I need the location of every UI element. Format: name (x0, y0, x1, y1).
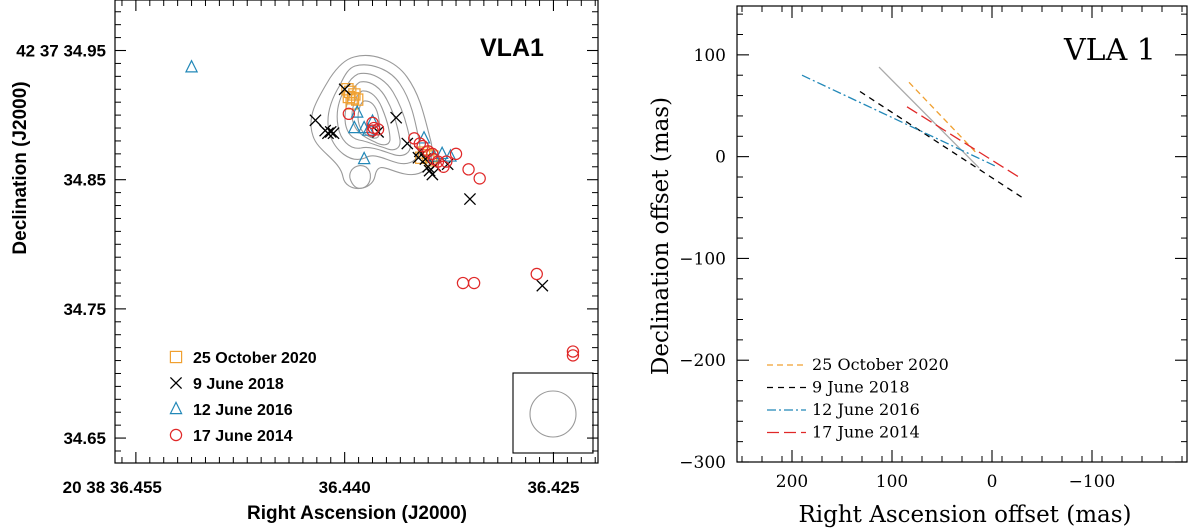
marker-9-june-2018 (324, 125, 337, 138)
marker-9-june-2018 (536, 279, 549, 292)
marker-17-june-2014 (462, 163, 475, 176)
marker-17-june-2014 (342, 107, 356, 121)
legend-label-25-october-2020: 25 October 2020 (193, 350, 317, 367)
series-line-25-october-2020 (908, 81, 978, 155)
legend-symbol-12-june-2016 (169, 401, 183, 415)
legend-label-12-june-2016: 12 June 2016 (193, 402, 293, 419)
marker-17-june-2014 (473, 172, 486, 185)
left-markers (184, 59, 580, 362)
left-y-tick-label: 34.65 (63, 429, 106, 448)
right-y-tick-label: 100 (694, 46, 726, 66)
contour-level-1 (310, 55, 433, 190)
right-x-tick-label: −100 (1069, 472, 1116, 492)
left-xlabel: Right Ascension (J2000) (247, 503, 467, 524)
left-legend: 25 October 2020 9 June 2018 12 June 2016 17… (169, 350, 317, 445)
marker-12-june-2016 (357, 151, 371, 165)
series-line-17-june-2014 (906, 106, 1023, 180)
marker-9-june-2018 (321, 127, 335, 140)
right-panel: 200 100 0 −100 100 0 −100 −200 −300 VLA 1 25 Oct… (648, 5, 1188, 528)
marker-9-june-2018 (463, 193, 477, 206)
right-y-tick-label: 0 (715, 148, 726, 168)
legend-label-17-june-2014: 17 June 2014 (812, 423, 920, 442)
legend-symbol-9-june-2018 (169, 376, 183, 390)
right-y-tick-label: −200 (679, 351, 726, 371)
marker-9-june-2018 (338, 83, 351, 96)
marker-17-june-2014 (366, 124, 379, 137)
marker-17-june-2014 (449, 147, 463, 161)
right-plot-frame (736, 5, 1188, 463)
left-x-tick-label: 36.425 (527, 478, 579, 497)
marker-9-june-2018 (309, 114, 322, 127)
contour-level-2 (349, 165, 371, 189)
marker-9-june-2018 (390, 111, 403, 124)
marker-12-june-2016 (347, 120, 361, 134)
left-panel-title: VLA1 (480, 34, 544, 62)
beam-box (512, 372, 594, 454)
marker-17-june-2014 (371, 123, 385, 136)
marker-12-june-2016 (365, 113, 380, 127)
left-x-tick-label: 20 38 36.455 (63, 478, 162, 497)
legend-label-9-june-2018: 9 June 2018 (812, 378, 910, 397)
legend-label-17-june-2014: 17 June 2014 (193, 428, 293, 445)
marker-17-june-2014 (437, 160, 450, 173)
series-line-9-june-2018 (859, 90, 1023, 198)
left-y-tick-label: 42 37 34.95 (16, 42, 106, 61)
marker-12-june-2016 (443, 148, 458, 162)
right-y-tick-label: −300 (679, 453, 726, 473)
legend-label-9-june-2018: 9 June 2018 (193, 376, 284, 393)
right-panel-title: VLA 1 (1063, 33, 1156, 68)
beam-ellipse (529, 390, 577, 438)
marker-17-june-2014 (566, 345, 580, 358)
reference-line (878, 66, 980, 169)
left-panel: 20 38 36.455 36.440 36.425 42 37 34.95 34.85… (10, 0, 599, 524)
left-y-tick-label: 34.75 (63, 300, 106, 319)
marker-25-october-2020 (342, 90, 356, 104)
contour-level-3 (327, 64, 421, 165)
right-x-tick-label: 0 (987, 472, 998, 492)
left-ylabel: Declination (J2000) (10, 81, 31, 254)
right-xlabel: Right Ascension offset (mas) (798, 502, 1131, 528)
marker-17-june-2014 (530, 267, 543, 281)
right-y-tick-label: −100 (679, 249, 726, 269)
legend-symbol-17-june-2014 (169, 428, 183, 442)
marker-9-june-2018 (401, 137, 414, 150)
right-lines (801, 66, 1023, 198)
marker-17-june-2014 (467, 276, 481, 290)
marker-17-june-2014 (413, 137, 427, 150)
right-ylabel: Declination offset (mas) (648, 97, 674, 375)
right-ticks: 200 100 0 −100 100 0 −100 −200 −300 (679, 6, 1187, 492)
marker-12-june-2016 (184, 59, 199, 73)
right-legend: 25 October 2020 9 June 2018 12 June 2016 17… (767, 355, 949, 442)
series-line-12-june-2016 (801, 74, 998, 168)
marker-12-june-2016 (427, 148, 441, 162)
marker-9-june-2018 (327, 127, 340, 140)
right-x-tick-label: 100 (876, 472, 908, 492)
marker-17-june-2014 (566, 349, 580, 362)
left-ticks: 20 38 36.455 36.440 36.425 42 37 34.95 34.85… (16, 0, 598, 497)
legend-label-25-october-2020: 25 October 2020 (812, 355, 949, 374)
marker-17-june-2014 (456, 276, 470, 290)
legend-label-12-june-2016: 12 June 2016 (812, 400, 920, 419)
right-x-tick-label: 200 (776, 472, 808, 492)
marker-12-june-2016 (361, 122, 375, 136)
legend-symbol-25-october-2020 (169, 350, 183, 364)
marker-12-june-2016 (417, 130, 431, 144)
left-y-tick-label: 34.85 (63, 171, 106, 190)
left-x-tick-label: 36.440 (319, 478, 371, 497)
contours (310, 55, 433, 190)
